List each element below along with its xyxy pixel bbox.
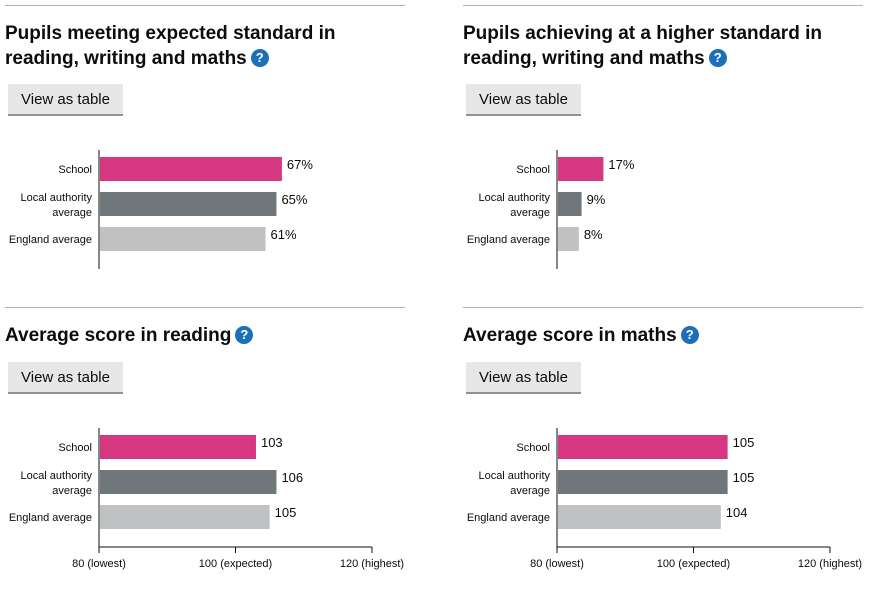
bar-school bbox=[100, 435, 256, 459]
bar-england bbox=[100, 505, 270, 529]
value-label: 65% bbox=[281, 192, 307, 207]
view-as-table-button[interactable]: View as table bbox=[466, 362, 581, 394]
category-label: School bbox=[516, 442, 550, 454]
value-label: 105 bbox=[733, 470, 755, 485]
bar-england bbox=[558, 227, 579, 251]
bar-school bbox=[558, 435, 728, 459]
bar-local bbox=[558, 192, 582, 216]
divider bbox=[5, 5, 405, 6]
category-label: Local authority average bbox=[20, 470, 92, 497]
category-label: Local authority average bbox=[20, 192, 92, 219]
bar-chart-expected-standard: School 67% Local authority average 65% Englan… bbox=[9, 150, 313, 269]
category-label: England average bbox=[9, 512, 92, 524]
divider bbox=[463, 307, 863, 308]
bar-chart-maths-score: School 105 Local authority average 105 Englan… bbox=[467, 428, 862, 570]
bar-england bbox=[100, 227, 266, 251]
value-label: 105 bbox=[733, 435, 755, 450]
category-label: School bbox=[516, 164, 550, 176]
value-label: 17% bbox=[608, 157, 634, 172]
chart-title: Average score in reading? bbox=[5, 323, 405, 348]
bar-school bbox=[100, 157, 282, 181]
category-label: Local authority average bbox=[478, 470, 550, 497]
category-label: England average bbox=[467, 512, 550, 524]
divider bbox=[5, 307, 405, 308]
help-icon[interactable]: ? bbox=[250, 49, 269, 67]
value-label: 105 bbox=[275, 505, 297, 520]
view-as-table-button[interactable]: View as table bbox=[8, 84, 123, 116]
help-icon[interactable]: ? bbox=[235, 326, 254, 344]
view-as-table-button[interactable]: View as table bbox=[8, 362, 123, 394]
category-label: Local authority average bbox=[478, 192, 550, 219]
value-label: 106 bbox=[281, 470, 303, 485]
tick-label: 120 (highest) bbox=[340, 558, 404, 570]
bar-chart-reading-score: School 103 Local authority average 106 Englan… bbox=[9, 428, 404, 570]
category-label: School bbox=[58, 164, 92, 176]
panel-reading-score: Average score in reading? View as table … bbox=[5, 307, 425, 577]
value-label: 9% bbox=[587, 192, 606, 207]
help-icon[interactable]: ? bbox=[708, 49, 727, 67]
view-as-table-button[interactable]: View as table bbox=[466, 84, 581, 116]
value-label: 67% bbox=[287, 157, 313, 172]
value-label: 103 bbox=[261, 435, 283, 450]
tick-label: 100 (expected) bbox=[657, 558, 730, 570]
chart-title: Average score in maths? bbox=[463, 323, 863, 348]
bar-local bbox=[100, 470, 277, 494]
bar-england bbox=[558, 505, 721, 529]
panel-higher-standard: Pupils achieving at a higher standard in… bbox=[463, 5, 882, 275]
bar-school bbox=[558, 157, 604, 181]
value-label: 61% bbox=[271, 227, 297, 242]
divider bbox=[463, 5, 863, 6]
category-label: England average bbox=[467, 234, 550, 246]
chart-title: Pupils meeting expected standard in read… bbox=[5, 23, 336, 69]
tick-label: 100 (expected) bbox=[199, 558, 272, 570]
panel-expected-standard: Pupils meeting expected standard in read… bbox=[5, 5, 425, 275]
bar-local bbox=[100, 192, 277, 216]
chart-title: Pupils achieving at a higher standard in… bbox=[463, 23, 822, 69]
bar-local bbox=[558, 470, 728, 494]
tick-label: 80 (lowest) bbox=[72, 558, 126, 570]
category-label: England average bbox=[9, 234, 92, 246]
value-label: 104 bbox=[726, 505, 748, 520]
tick-label: 120 (highest) bbox=[798, 558, 862, 570]
tick-label: 80 (lowest) bbox=[530, 558, 584, 570]
panel-maths-score: Average score in maths? View as table Sc… bbox=[463, 307, 882, 577]
help-icon[interactable]: ? bbox=[680, 326, 699, 344]
value-label: 8% bbox=[584, 227, 603, 242]
category-label: School bbox=[58, 442, 92, 454]
bar-chart-higher-standard: School 17% Local authority average 9% England… bbox=[467, 150, 635, 269]
